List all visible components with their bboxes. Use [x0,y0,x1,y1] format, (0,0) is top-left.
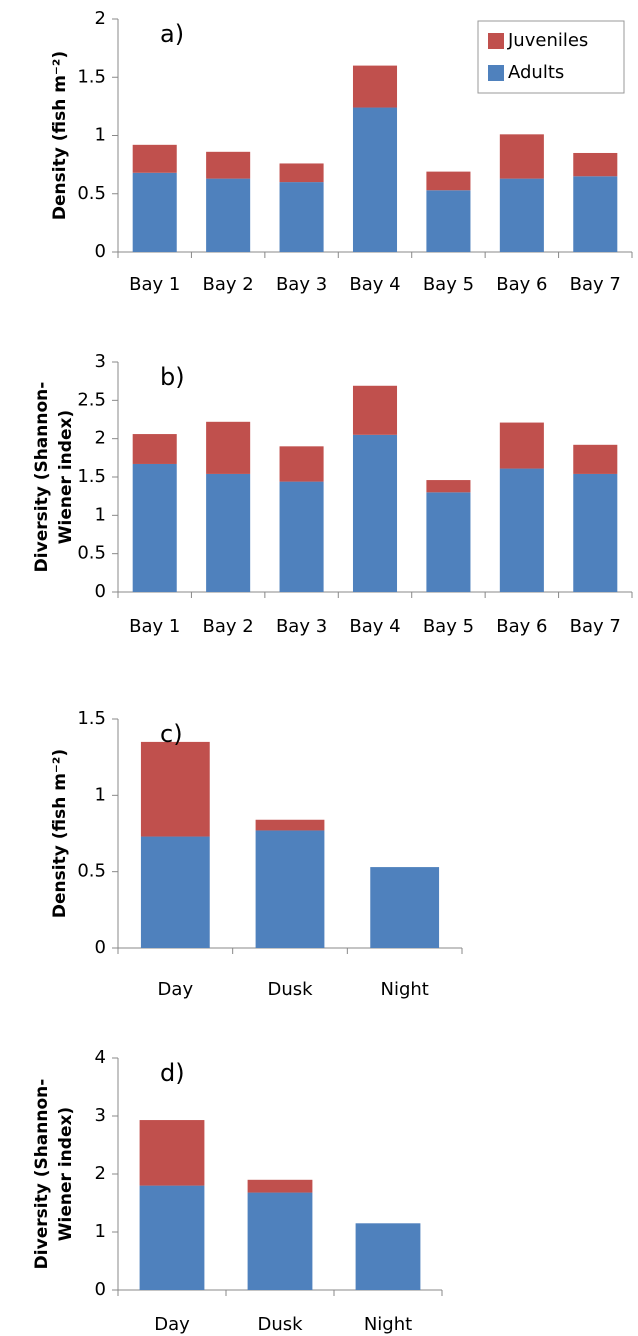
y-tick-label: 0 [95,937,106,958]
x-tick-label: Night [364,1314,412,1335]
x-tick-label: Bay 4 [349,616,400,637]
bar-segment [279,446,324,482]
bar-segment [132,463,177,592]
y-axis-label: Diversity (Shannon- [32,382,52,573]
bar-segment [426,171,471,191]
bar-segment [426,190,471,252]
y-tick-label: 1.5 [77,708,106,729]
bar-segment [140,836,210,948]
y-tick-label: 3 [95,1105,106,1126]
y-tick-label: 4 [95,1047,106,1068]
y-tick-label: 1.5 [77,466,106,487]
bar-segment [499,178,544,252]
bar-segment [247,1192,313,1290]
x-tick-label: Dusk [267,979,313,1000]
x-tick-label: Dusk [257,1314,303,1335]
panel-label: a) [160,20,184,48]
bar-segment [352,65,398,108]
y-tick-label: 2 [95,1163,106,1184]
y-axis-label: Density (fish m⁻²) [50,51,70,220]
bar-segment [573,152,618,177]
y-axis-label: Wiener index) [56,410,76,544]
bar-segment [206,421,251,474]
x-tick-label: Bay 1 [129,616,180,637]
legend-label: Adults [508,62,564,83]
bar-segment [499,468,544,592]
y-tick-label: 1.5 [77,66,106,87]
x-tick-label: Bay 7 [570,274,621,295]
bar-segment [370,867,440,948]
legend-swatch [488,33,504,49]
bar-segment [140,741,210,837]
bar-segment [352,107,398,252]
y-axis-label: Wiener index) [56,1107,76,1241]
y-axis-label: Density (fish m⁻²) [50,749,70,918]
bar-segment [132,434,177,464]
y-tick-label: 0 [95,241,106,262]
x-tick-label: Night [380,979,428,1000]
y-tick-label: 2.5 [77,389,106,410]
panel-label: d) [160,1059,185,1087]
x-tick-label: Bay 6 [496,616,547,637]
x-tick-label: Bay 4 [349,274,400,295]
y-tick-label: 0.5 [77,543,106,564]
panel-label: b) [160,363,185,391]
bar-segment [573,176,618,252]
y-tick-label: 1 [95,125,106,146]
bar-segment [132,172,177,252]
bar-segment [573,444,618,474]
x-tick-label: Bay 5 [423,616,474,637]
x-tick-label: Bay 3 [276,616,327,637]
bar-segment [279,481,324,592]
y-tick-label: 1 [95,784,106,805]
y-axis-label: Diversity (Shannon- [32,1079,52,1270]
panel-label: c) [160,720,183,748]
bar-segment [355,1223,421,1290]
legend-swatch [488,65,504,81]
y-tick-label: 0 [95,581,106,602]
bar-segment [426,492,471,592]
y-tick-label: 0.5 [77,861,106,882]
bar-segment [499,422,544,469]
bar-segment [352,434,398,592]
bar-segment [352,385,398,435]
x-tick-label: Bay 3 [276,274,327,295]
bar-segment [255,830,325,948]
y-tick-label: 0.5 [77,183,106,204]
bar-segment [573,473,618,592]
bar-segment [247,1179,313,1193]
y-tick-label: 2 [95,428,106,449]
x-tick-label: Bay 2 [203,274,254,295]
y-tick-label: 0 [95,1279,106,1300]
y-tick-label: 3 [95,351,106,372]
bar-segment [139,1120,205,1186]
bar-segment [426,480,471,493]
bar-segment [255,819,325,831]
x-tick-label: Bay 1 [129,274,180,295]
x-tick-label: Bay 7 [570,616,621,637]
bar-segment [206,473,251,592]
bar-segment [279,182,324,252]
y-tick-label: 2 [95,8,106,29]
x-tick-label: Day [154,1314,190,1335]
y-tick-label: 1 [95,504,106,525]
bar-segment [499,134,544,179]
x-tick-label: Bay 2 [203,616,254,637]
x-tick-label: Day [158,979,194,1000]
bar-segment [139,1185,205,1290]
bar-segment [206,151,251,179]
legend-label: Juveniles [507,30,588,51]
bar-segment [279,163,324,183]
x-tick-label: Bay 5 [423,274,474,295]
y-tick-label: 1 [95,1221,106,1242]
bar-segment [206,178,251,252]
bar-segment [132,144,177,173]
x-tick-label: Bay 6 [496,274,547,295]
